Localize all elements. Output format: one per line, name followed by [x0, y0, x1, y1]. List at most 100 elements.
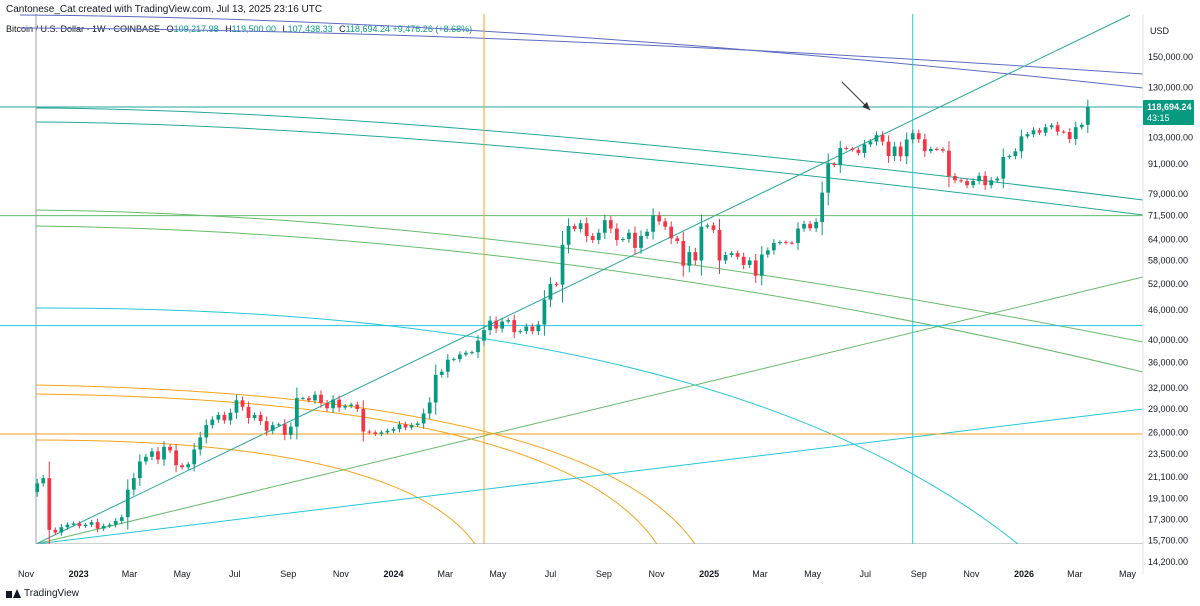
candle — [741, 256, 746, 265]
y-tick-label: 71,500.00 — [1148, 211, 1188, 221]
plot-area — [0, 14, 1143, 544]
candle — [621, 239, 625, 241]
candle — [240, 400, 245, 407]
x-tick-label: Nov — [963, 569, 980, 579]
candle — [832, 163, 837, 166]
candle — [663, 221, 668, 227]
candle — [234, 400, 239, 413]
y-tick-label: 19,100.00 — [1148, 493, 1188, 503]
analysis-curve-9 — [35, 439, 476, 544]
analysis-curve-11 — [35, 276, 1143, 544]
candle — [476, 340, 480, 353]
candle — [282, 424, 287, 435]
x-tick-label: Jul — [545, 569, 557, 579]
candle — [910, 133, 915, 140]
open-value: 109,217.98 — [173, 24, 219, 34]
candle — [705, 225, 710, 227]
x-tick-label: Jul — [229, 569, 241, 579]
analysis-curve-5 — [35, 225, 1143, 373]
candle — [137, 461, 142, 479]
candle — [1049, 125, 1054, 128]
x-tick-label: Sep — [911, 569, 927, 579]
candle — [53, 529, 58, 533]
candle — [488, 320, 492, 331]
candle — [892, 146, 897, 157]
candle — [886, 141, 891, 157]
candle — [186, 464, 191, 468]
candle — [602, 220, 607, 233]
candle — [518, 331, 523, 333]
candle — [904, 139, 909, 157]
candle — [391, 429, 396, 431]
candle — [983, 175, 988, 186]
candle — [228, 412, 233, 421]
ohlc-legend: Bitcoin / U.S. Dollar · 1W · COINBASE O1… — [6, 24, 472, 34]
candle — [270, 425, 275, 431]
candle — [548, 283, 553, 300]
candle — [1019, 136, 1024, 152]
currency-label: USD — [1150, 26, 1170, 36]
candle — [385, 430, 390, 433]
candle — [1025, 134, 1030, 137]
candle — [470, 352, 474, 354]
candle — [71, 523, 76, 525]
candle — [753, 260, 758, 276]
candle — [427, 402, 432, 414]
y-tick-label: 58,000.00 — [1148, 255, 1188, 265]
footer-brand: TradingView — [24, 588, 80, 599]
candle — [759, 254, 764, 276]
x-tick-label: 2025 — [699, 569, 719, 579]
candle — [41, 478, 46, 484]
candle — [627, 232, 631, 240]
candle — [506, 320, 511, 322]
candle — [645, 231, 649, 237]
candle — [77, 523, 82, 526]
candle — [850, 148, 855, 150]
analysis-curve-10 — [35, 14, 1131, 544]
candle — [331, 399, 335, 409]
candle — [784, 242, 788, 244]
high-value: 119,500.00 — [231, 24, 277, 34]
candle — [107, 524, 112, 526]
candle — [89, 522, 94, 525]
candle — [246, 406, 251, 419]
candle — [838, 148, 843, 166]
y-tick-label: 29,000.00 — [1148, 404, 1188, 414]
y-tick-label: 91,000.00 — [1148, 159, 1188, 169]
candle — [174, 450, 178, 466]
candle — [1067, 132, 1072, 140]
candle — [198, 437, 203, 450]
candle — [433, 374, 438, 403]
y-tick-label: 21,100.00 — [1148, 472, 1188, 482]
candle — [856, 149, 861, 153]
candle — [965, 181, 969, 186]
candle — [144, 456, 148, 462]
candle — [844, 148, 849, 150]
candle — [633, 232, 637, 248]
candle — [379, 432, 384, 435]
candle — [258, 414, 263, 422]
candle — [307, 398, 311, 401]
analysis-curve-4 — [35, 209, 1143, 343]
candle — [699, 226, 704, 261]
candle — [820, 192, 825, 222]
candle — [584, 223, 589, 237]
candle — [343, 406, 348, 408]
candle — [941, 149, 945, 151]
candle — [723, 254, 728, 261]
candle — [464, 352, 468, 355]
candle — [536, 324, 541, 332]
candle — [301, 398, 305, 400]
candle — [826, 163, 831, 193]
analysis-curve-8 — [35, 393, 658, 544]
candle — [524, 326, 529, 332]
candle — [1007, 156, 1012, 158]
tradingview-logo-icon — [6, 589, 21, 598]
candle — [639, 236, 643, 248]
candle — [971, 181, 975, 186]
candle — [131, 478, 136, 490]
candle — [928, 148, 933, 152]
candle — [572, 226, 577, 229]
candle — [657, 215, 662, 222]
